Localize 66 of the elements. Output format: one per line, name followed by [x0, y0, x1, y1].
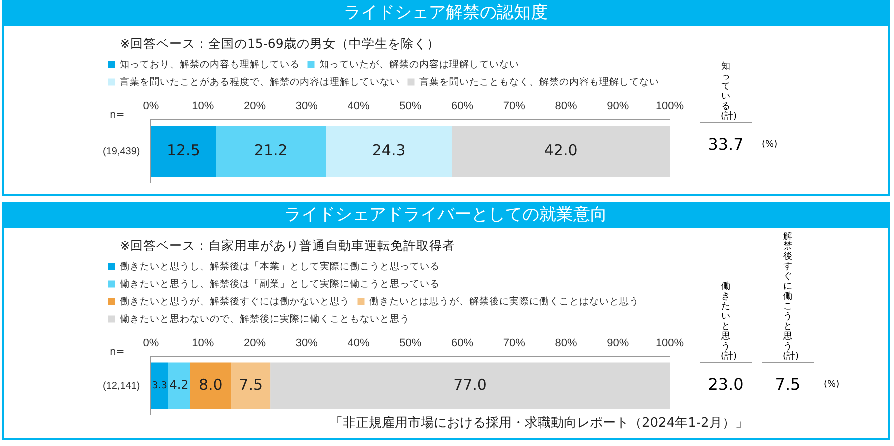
data-label: 7.5 — [239, 376, 264, 394]
x-tick-label: 0% — [143, 100, 160, 113]
bar — [270, 362, 670, 410]
x-tick-label: 90% — [607, 100, 630, 113]
text: (%) — [762, 140, 778, 150]
x-tick-label: 90% — [607, 338, 630, 350]
data-label: 21.2 — [254, 141, 288, 160]
legend-label: 働きたいと思わないので、解禁後に実際に働くこともないと思う — [120, 312, 410, 325]
text: 7.5 — [775, 375, 801, 394]
legend-label: 働きたいと思うし、解禁後は「本業」として実際に働こうと思っている — [120, 260, 440, 272]
y-axis-title: n= — [110, 346, 125, 358]
legend-label: 言葉を聞いたこともなく、解禁の内容も理解してない — [420, 76, 660, 88]
text: 働きたいと思う(計) — [721, 282, 738, 362]
x-tick-label: 100% — [656, 338, 684, 350]
text: 解禁後すぐに働こうと思う(計) — [783, 232, 800, 362]
bar — [190, 362, 232, 410]
data-label: 24.3 — [372, 141, 406, 160]
y-tick-label: (12,141) — [102, 380, 140, 392]
text: (%) — [824, 380, 840, 390]
bar — [151, 362, 168, 410]
data-label: 4.2 — [170, 378, 189, 392]
x-tick-label: 30% — [296, 338, 318, 350]
text: 「非正規雇用市場における採用・求職動向レポート（2024年1-2月）」 — [330, 415, 748, 432]
legend-label: 働きたいとは思うが、解禁後に実際に働くことはないと思う — [370, 295, 640, 308]
x-tick-label: 60% — [451, 100, 474, 113]
data-label: 3.3 — [152, 380, 168, 392]
bar — [452, 126, 670, 177]
x-tick-label: 50% — [400, 100, 422, 113]
x-tick-label: 50% — [400, 338, 422, 350]
x-tick-label: 10% — [192, 338, 214, 350]
legend-label: 知っていたが、解禁の内容は理解していない — [320, 58, 520, 70]
chart-title: ライドシェア解禁の認知度 — [2, 0, 890, 26]
chart-subtitle: ※回答ベース：自家用車があり普通自動車運転免許取得者 — [120, 238, 456, 255]
data-label: 8.0 — [198, 376, 223, 394]
text: 知っている(計) — [721, 62, 738, 122]
x-tick-label: 20% — [244, 100, 266, 113]
x-tick-label: 60% — [451, 338, 474, 350]
legend-label: 知っており、解禁の内容も理解している — [120, 58, 300, 70]
x-tick-label: 10% — [192, 100, 214, 113]
data-label: 12.5 — [166, 141, 200, 160]
text: 33.7 — [708, 135, 744, 154]
x-tick-label: 70% — [503, 100, 526, 113]
x-tick-label: 70% — [503, 338, 526, 350]
legend-label: 言葉を聞いたことがある程度で、解禁の内容は理解していない — [120, 76, 400, 88]
x-tick-label: 40% — [348, 100, 370, 113]
bar — [151, 126, 216, 177]
data-label: 42.0 — [544, 141, 578, 160]
bar — [326, 126, 452, 177]
data-label: 77.0 — [454, 376, 487, 394]
legend-label: 働きたいと思うが、解禁後すぐには働かないと思う — [120, 295, 350, 308]
x-tick-label: 30% — [296, 100, 318, 113]
y-axis-title: n= — [110, 110, 125, 121]
x-tick-label: 80% — [555, 338, 578, 350]
x-tick-label: 80% — [555, 100, 578, 113]
text: 23.0 — [708, 375, 744, 394]
bar — [232, 362, 271, 410]
chart-title: ライドシェアドライバーとしての就業意向 — [2, 202, 890, 228]
x-tick-label: 100% — [656, 100, 684, 113]
x-tick-label: 40% — [348, 338, 370, 350]
x-tick-label: 0% — [143, 338, 160, 350]
y-tick-label: (19,439) — [102, 146, 140, 158]
x-tick-label: 20% — [244, 338, 266, 350]
chart-subtitle: ※回答ベース：全国の15-69歳の男女（中学生を除く） — [120, 36, 440, 53]
bar — [168, 362, 190, 410]
bar — [216, 126, 326, 177]
legend-label: 働きたいと思うし、解禁後は「副業」として実際に働こうと思っている — [120, 278, 440, 290]
